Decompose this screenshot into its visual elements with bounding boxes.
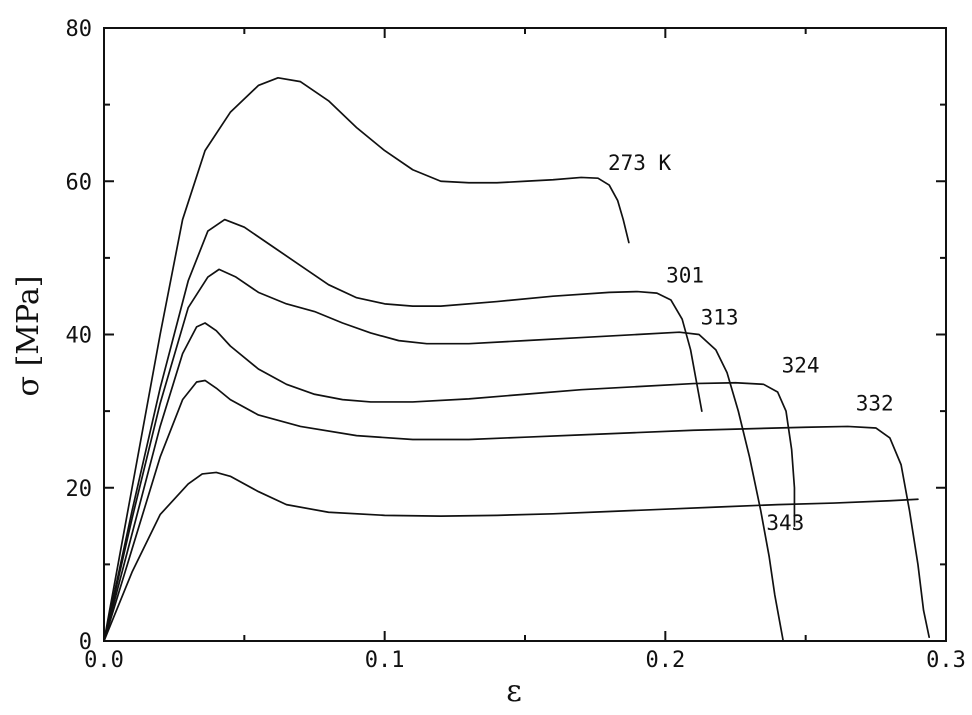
- y-tick-label: 40: [66, 324, 93, 349]
- x-tick-label: 0.0: [84, 648, 124, 673]
- y-tick-label: 20: [66, 477, 93, 502]
- series-line-301: [103, 218, 703, 642]
- y-axis-ticks: [104, 27, 946, 642]
- x-tick-label: 0.1: [365, 648, 405, 673]
- y-tick-label: 60: [66, 170, 93, 195]
- x-tick-label: 0.3: [926, 648, 966, 673]
- x-axis-ticks: [103, 28, 947, 641]
- y-axis-title: σ [MPa]: [11, 276, 46, 397]
- y-tick-label: 80: [66, 17, 93, 42]
- x-axis-tick-labels: 0.0 0.1 0.2 0.3: [84, 648, 966, 673]
- plot-frame: [103, 27, 947, 642]
- y-axis-tick-labels: 0 20 40 60 80: [66, 17, 93, 655]
- series-label-313: 313: [701, 306, 739, 330]
- series-lines: [103, 76, 931, 642]
- series-line-343: [103, 471, 919, 642]
- series-line-273-k: [103, 76, 630, 642]
- series-label-273-k: 273 K: [608, 151, 672, 175]
- series-line-313: [103, 268, 785, 642]
- series-line-332: [103, 379, 931, 642]
- series-label-301: 301: [666, 264, 704, 288]
- x-axis-title: ε: [506, 674, 522, 709]
- y-tick-label: 0: [79, 630, 92, 655]
- series-label-324: 324: [782, 353, 820, 377]
- series-line-324: [103, 322, 796, 642]
- series-label-332: 332: [856, 391, 894, 415]
- series-labels: 273 K 301 313 324 332 343: [608, 151, 894, 535]
- series-label-343: 343: [766, 511, 804, 535]
- x-tick-label: 0.2: [645, 648, 685, 673]
